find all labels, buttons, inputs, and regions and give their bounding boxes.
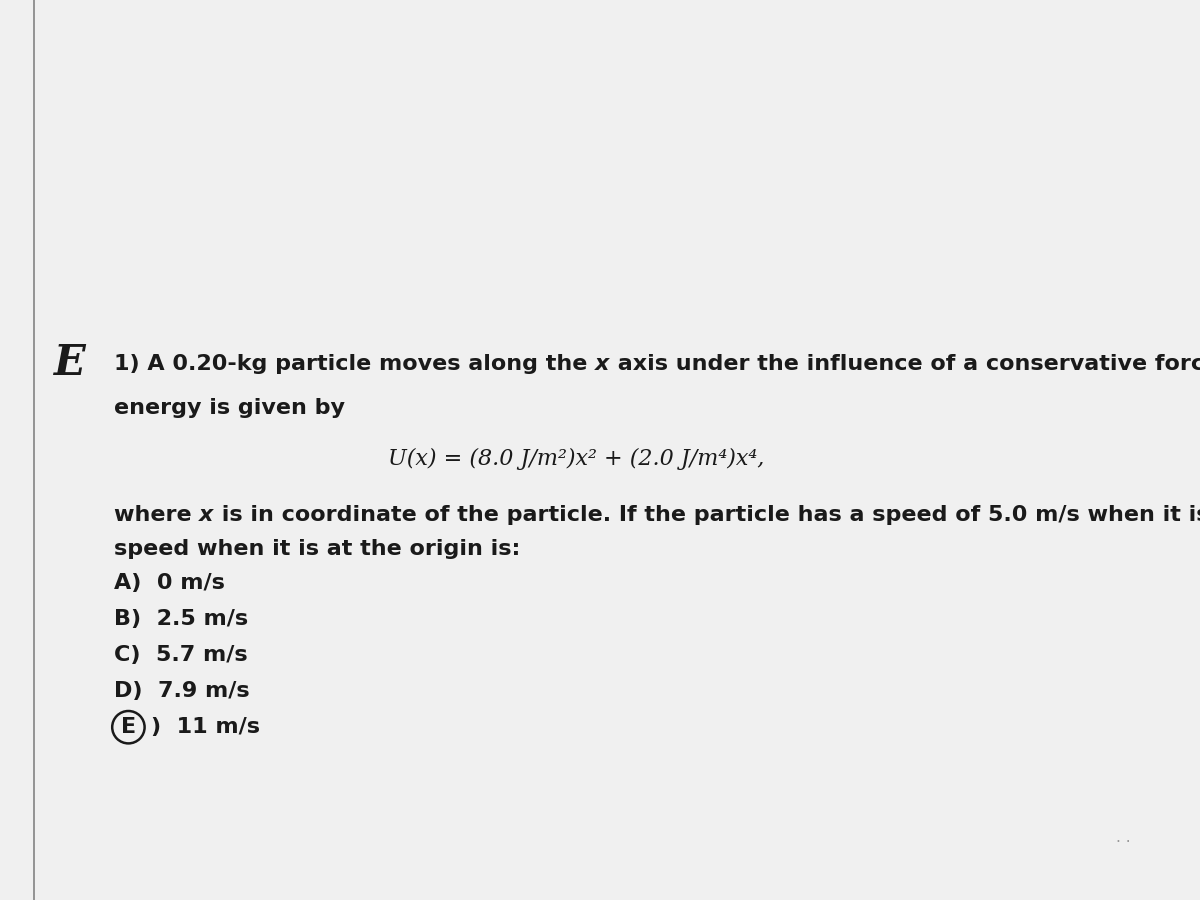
Text: )  11 m/s: ) 11 m/s (151, 717, 259, 737)
Text: x: x (199, 505, 214, 525)
Text: 1) A 0.20-kg particle moves along the: 1) A 0.20-kg particle moves along the (114, 355, 595, 374)
Text: x: x (595, 355, 610, 374)
Text: energy is given by: energy is given by (114, 398, 346, 418)
Text: D)  7.9 m/s: D) 7.9 m/s (114, 681, 250, 701)
Text: C)  5.7 m/s: C) 5.7 m/s (114, 645, 247, 665)
Text: where: where (114, 505, 199, 525)
Text: . .: . . (1116, 830, 1130, 844)
Text: B)  2.5 m/s: B) 2.5 m/s (114, 609, 248, 629)
Text: A)  0 m/s: A) 0 m/s (114, 573, 224, 593)
Text: E: E (121, 717, 136, 737)
Text: U(x) = (8.0 J/m²)x² + (2.0 J/m⁴)x⁴,: U(x) = (8.0 J/m²)x² + (2.0 J/m⁴)x⁴, (388, 448, 764, 470)
Text: is in coordinate of the particle. If the particle has a speed of 5.0 m/s when it: is in coordinate of the particle. If the… (214, 505, 1200, 525)
Text: axis under the influence of a conservative force. The potential: axis under the influence of a conservati… (610, 355, 1200, 374)
Text: E: E (54, 342, 85, 383)
Text: speed when it is at the origin is:: speed when it is at the origin is: (114, 539, 521, 559)
